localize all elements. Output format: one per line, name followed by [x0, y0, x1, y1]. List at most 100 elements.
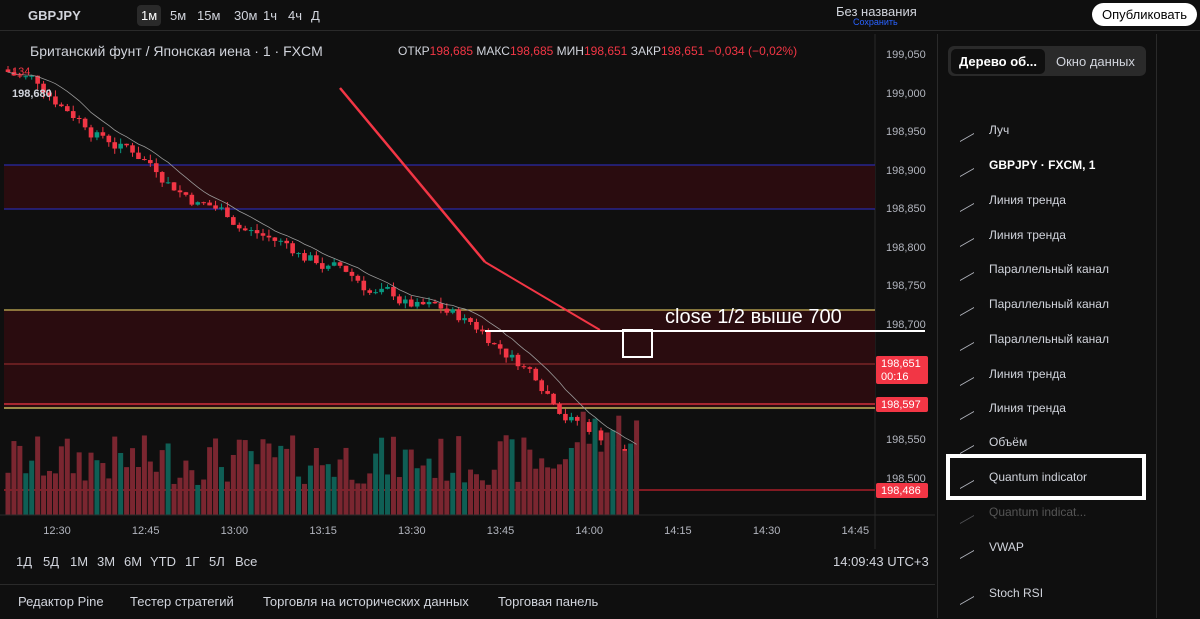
interval[interactable]: 4ч — [288, 8, 303, 23]
volume-bar — [598, 451, 604, 515]
candle — [586, 422, 592, 432]
annotation: close 1/2 выше 700 — [665, 306, 842, 328]
tree-item-icon[interactable] — [960, 583, 974, 606]
interval[interactable]: 1ч — [263, 8, 278, 23]
tree-item[interactable]: Quantum indicat... — [989, 505, 1087, 519]
candle — [29, 75, 35, 77]
range-button[interactable]: 5Д — [43, 554, 60, 569]
range-button[interactable]: 5Л — [209, 554, 225, 569]
range-button[interactable]: Все — [235, 554, 258, 569]
candle — [106, 135, 112, 143]
tree-item-icon[interactable] — [960, 329, 974, 352]
tab[interactable]: Окно данных — [1056, 54, 1135, 69]
candle — [112, 142, 118, 149]
volume-bar — [438, 438, 444, 515]
candle — [569, 416, 574, 421]
price-badge-label: 198,597 — [881, 399, 921, 411]
range-button[interactable]: YTD — [150, 554, 176, 569]
tree-item-icon[interactable] — [960, 294, 974, 317]
range-button[interactable]: 1М — [70, 554, 89, 569]
volume-bar — [568, 448, 574, 515]
volume: 134 — [12, 66, 31, 78]
volume-bar — [70, 473, 76, 515]
bottom-tab[interactable]: Торговая панель — [498, 594, 599, 609]
volume-bar — [426, 458, 432, 515]
candle — [491, 343, 497, 345]
tree-item[interactable]: Параллельный канал — [989, 262, 1109, 276]
symbol[interactable]: GBPJPY — [28, 8, 81, 23]
tree-item-icon[interactable] — [960, 190, 974, 213]
volume-bar — [634, 420, 640, 515]
tree-item[interactable]: GBPJPY · FXCM, 1 — [989, 158, 1096, 172]
volume-bar — [171, 483, 177, 515]
tree-item[interactable]: Quantum indicator — [989, 470, 1088, 484]
candle — [456, 309, 461, 321]
volume-bar — [420, 465, 426, 515]
tree-item[interactable]: Линия тренда — [989, 401, 1066, 415]
tab[interactable]: Дерево об... — [951, 49, 1045, 74]
tree-item[interactable]: Объём — [989, 435, 1028, 449]
tree-item-icon[interactable] — [960, 398, 974, 421]
tree-item[interactable]: Линия тренда — [989, 193, 1066, 207]
range-button[interactable]: 6М — [124, 554, 143, 569]
tree-item[interactable]: Параллельный канал — [989, 297, 1109, 311]
tree-item-icon[interactable] — [960, 225, 974, 248]
tree-item-icon[interactable] — [960, 364, 974, 387]
candle — [598, 430, 604, 441]
volume-bar — [319, 465, 325, 515]
tree-item-icon[interactable] — [960, 432, 974, 455]
volume-bar — [622, 450, 628, 515]
tree-item-icon[interactable] — [960, 155, 974, 178]
time-tick-label: 13:00 — [221, 525, 249, 537]
value: 198,651 — [660, 44, 705, 58]
candle — [136, 152, 141, 160]
tree-item-icon[interactable] — [960, 502, 974, 525]
clock: 14:09:43 UTC+3 — [833, 554, 929, 569]
interval[interactable]: 15м — [197, 8, 221, 23]
tree-item[interactable]: Линия тренда — [989, 367, 1066, 381]
tree-item[interactable]: Луч — [989, 123, 1010, 137]
publish-button[interactable]: Опубликовать — [1092, 3, 1198, 26]
candle — [5, 69, 11, 73]
interval[interactable]: 30м — [234, 8, 258, 23]
bottom-tab[interactable]: Тестер стратегий — [130, 594, 234, 609]
layout-status[interactable]: Сохранить — [853, 17, 898, 27]
candle — [183, 192, 189, 195]
layout-name[interactable]: Без названия — [836, 4, 917, 19]
time-tick-label: 14:15 — [664, 525, 692, 537]
range-button[interactable]: 1Г — [185, 554, 200, 569]
volume-bar — [112, 436, 118, 515]
volume-bar — [248, 451, 254, 515]
tree-item[interactable]: VWAP — [989, 540, 1024, 554]
volume-bar — [195, 484, 201, 515]
tree-item[interactable]: Параллельный канал — [989, 332, 1109, 346]
interval[interactable]: Д — [311, 8, 320, 23]
ohlc: ОТКР198,685 МАКС198,685 МИН198,651 ЗАКР1… — [398, 44, 797, 58]
volume-bar — [337, 459, 343, 515]
volume-bar — [141, 435, 147, 515]
interval[interactable]: 5м — [170, 8, 187, 23]
volume-bar — [147, 461, 153, 515]
bottom-tab[interactable]: Торговля на исторических данных — [263, 594, 469, 609]
bottom-tab[interactable]: Редактор Pine — [18, 594, 104, 609]
volume-bar — [515, 481, 521, 515]
tabs: Дерево об... Окно данных — [948, 46, 1146, 76]
price-tick-label: 198,900 — [886, 165, 926, 177]
tree-item-icon[interactable] — [960, 537, 974, 560]
volume-bar — [462, 482, 468, 515]
tree-item[interactable]: Линия тренда — [989, 228, 1066, 242]
candle — [397, 296, 402, 304]
candle — [325, 265, 331, 269]
candle — [23, 76, 29, 78]
range-button[interactable]: 1Д — [16, 554, 33, 569]
volume-bar — [64, 438, 70, 515]
volume-bar — [177, 477, 183, 515]
tree-item-icon[interactable] — [960, 120, 974, 143]
interval[interactable]: 1м — [137, 5, 162, 26]
tree-item-icon[interactable] — [960, 259, 974, 282]
candle — [236, 224, 242, 229]
candle — [94, 132, 100, 138]
tree-item[interactable]: Stoch RSI — [989, 586, 1044, 600]
label: МАКС — [476, 44, 510, 58]
range-button[interactable]: 3М — [97, 554, 116, 569]
